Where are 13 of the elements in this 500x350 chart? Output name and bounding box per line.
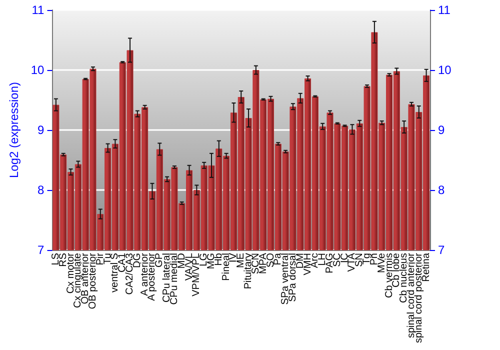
y2-tick-label: 9 [438, 123, 445, 137]
y-tick-label: 9 [38, 123, 45, 137]
x-tick-label: Pituitary [243, 253, 254, 290]
y-axis-title: Log2 (expression) [7, 82, 21, 178]
y-tick-label: 7 [38, 243, 45, 257]
y2-tick-label: 8 [438, 183, 445, 197]
y-tick-label: 11 [32, 3, 45, 17]
y2-tick-label: 7 [438, 243, 445, 257]
x-tick-label: A posterior [146, 252, 158, 301]
y2-tick-label: 11 [438, 3, 451, 17]
y-tick-label: 8 [38, 183, 45, 197]
y2-tick-label: 10 [438, 63, 452, 77]
y-tick-label: 10 [30, 63, 45, 77]
